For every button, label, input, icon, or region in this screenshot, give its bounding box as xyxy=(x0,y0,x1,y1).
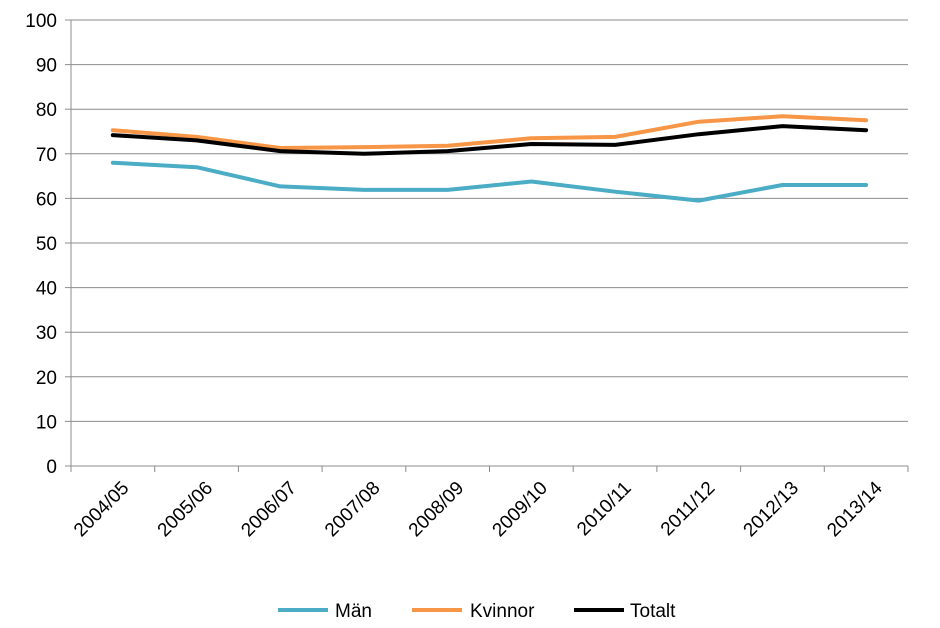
x-tick-label: 2004/05 xyxy=(70,478,133,541)
y-tick-label: 80 xyxy=(36,100,57,121)
gridlines xyxy=(71,19,908,422)
x-tick-label: 2006/07 xyxy=(237,478,300,541)
y-tick-label: 70 xyxy=(36,145,57,166)
legend-label: Män xyxy=(335,601,372,622)
x-tick-label: 2005/06 xyxy=(154,478,217,541)
y-tick-label: 50 xyxy=(36,234,57,255)
legend: Män Kvinnor Totalt xyxy=(278,601,676,622)
y-tick-label: 60 xyxy=(36,189,57,210)
x-tick-label: 2012/13 xyxy=(740,478,803,541)
x-axis-ticks: 2004/05 2005/06 2006/07 2007/08 2008/09 2009/… xyxy=(70,477,887,541)
y-tick-label: 20 xyxy=(36,368,57,389)
series-line-2 xyxy=(110,114,869,150)
y-tick-label: 40 xyxy=(36,279,57,300)
y-tick-label: 90 xyxy=(36,56,57,77)
x-tick-label: 2007/08 xyxy=(321,478,384,541)
y-axis-ticks: 0 10 20 30 40 50 60 70 80 90 100 xyxy=(25,11,57,478)
y-tick-label: 10 xyxy=(36,412,57,433)
x-tick-label: 2011/12 xyxy=(657,478,719,540)
x-tick-label: 2013/14 xyxy=(823,477,887,541)
legend-label: Totalt xyxy=(630,601,676,622)
series-line-1 xyxy=(110,160,869,203)
axes xyxy=(65,19,909,472)
y-tick-label: 100 xyxy=(25,11,57,32)
x-tick-label: 2010/11 xyxy=(573,478,635,540)
x-tick-label: 2008/09 xyxy=(405,478,468,541)
legend-label: Kvinnor xyxy=(470,601,535,622)
x-tick-label: 2009/10 xyxy=(489,478,552,541)
y-tick-label: 0 xyxy=(46,457,57,478)
y-tick-label: 30 xyxy=(36,323,57,344)
series-line-3 xyxy=(110,124,869,156)
series-lines xyxy=(110,114,869,203)
